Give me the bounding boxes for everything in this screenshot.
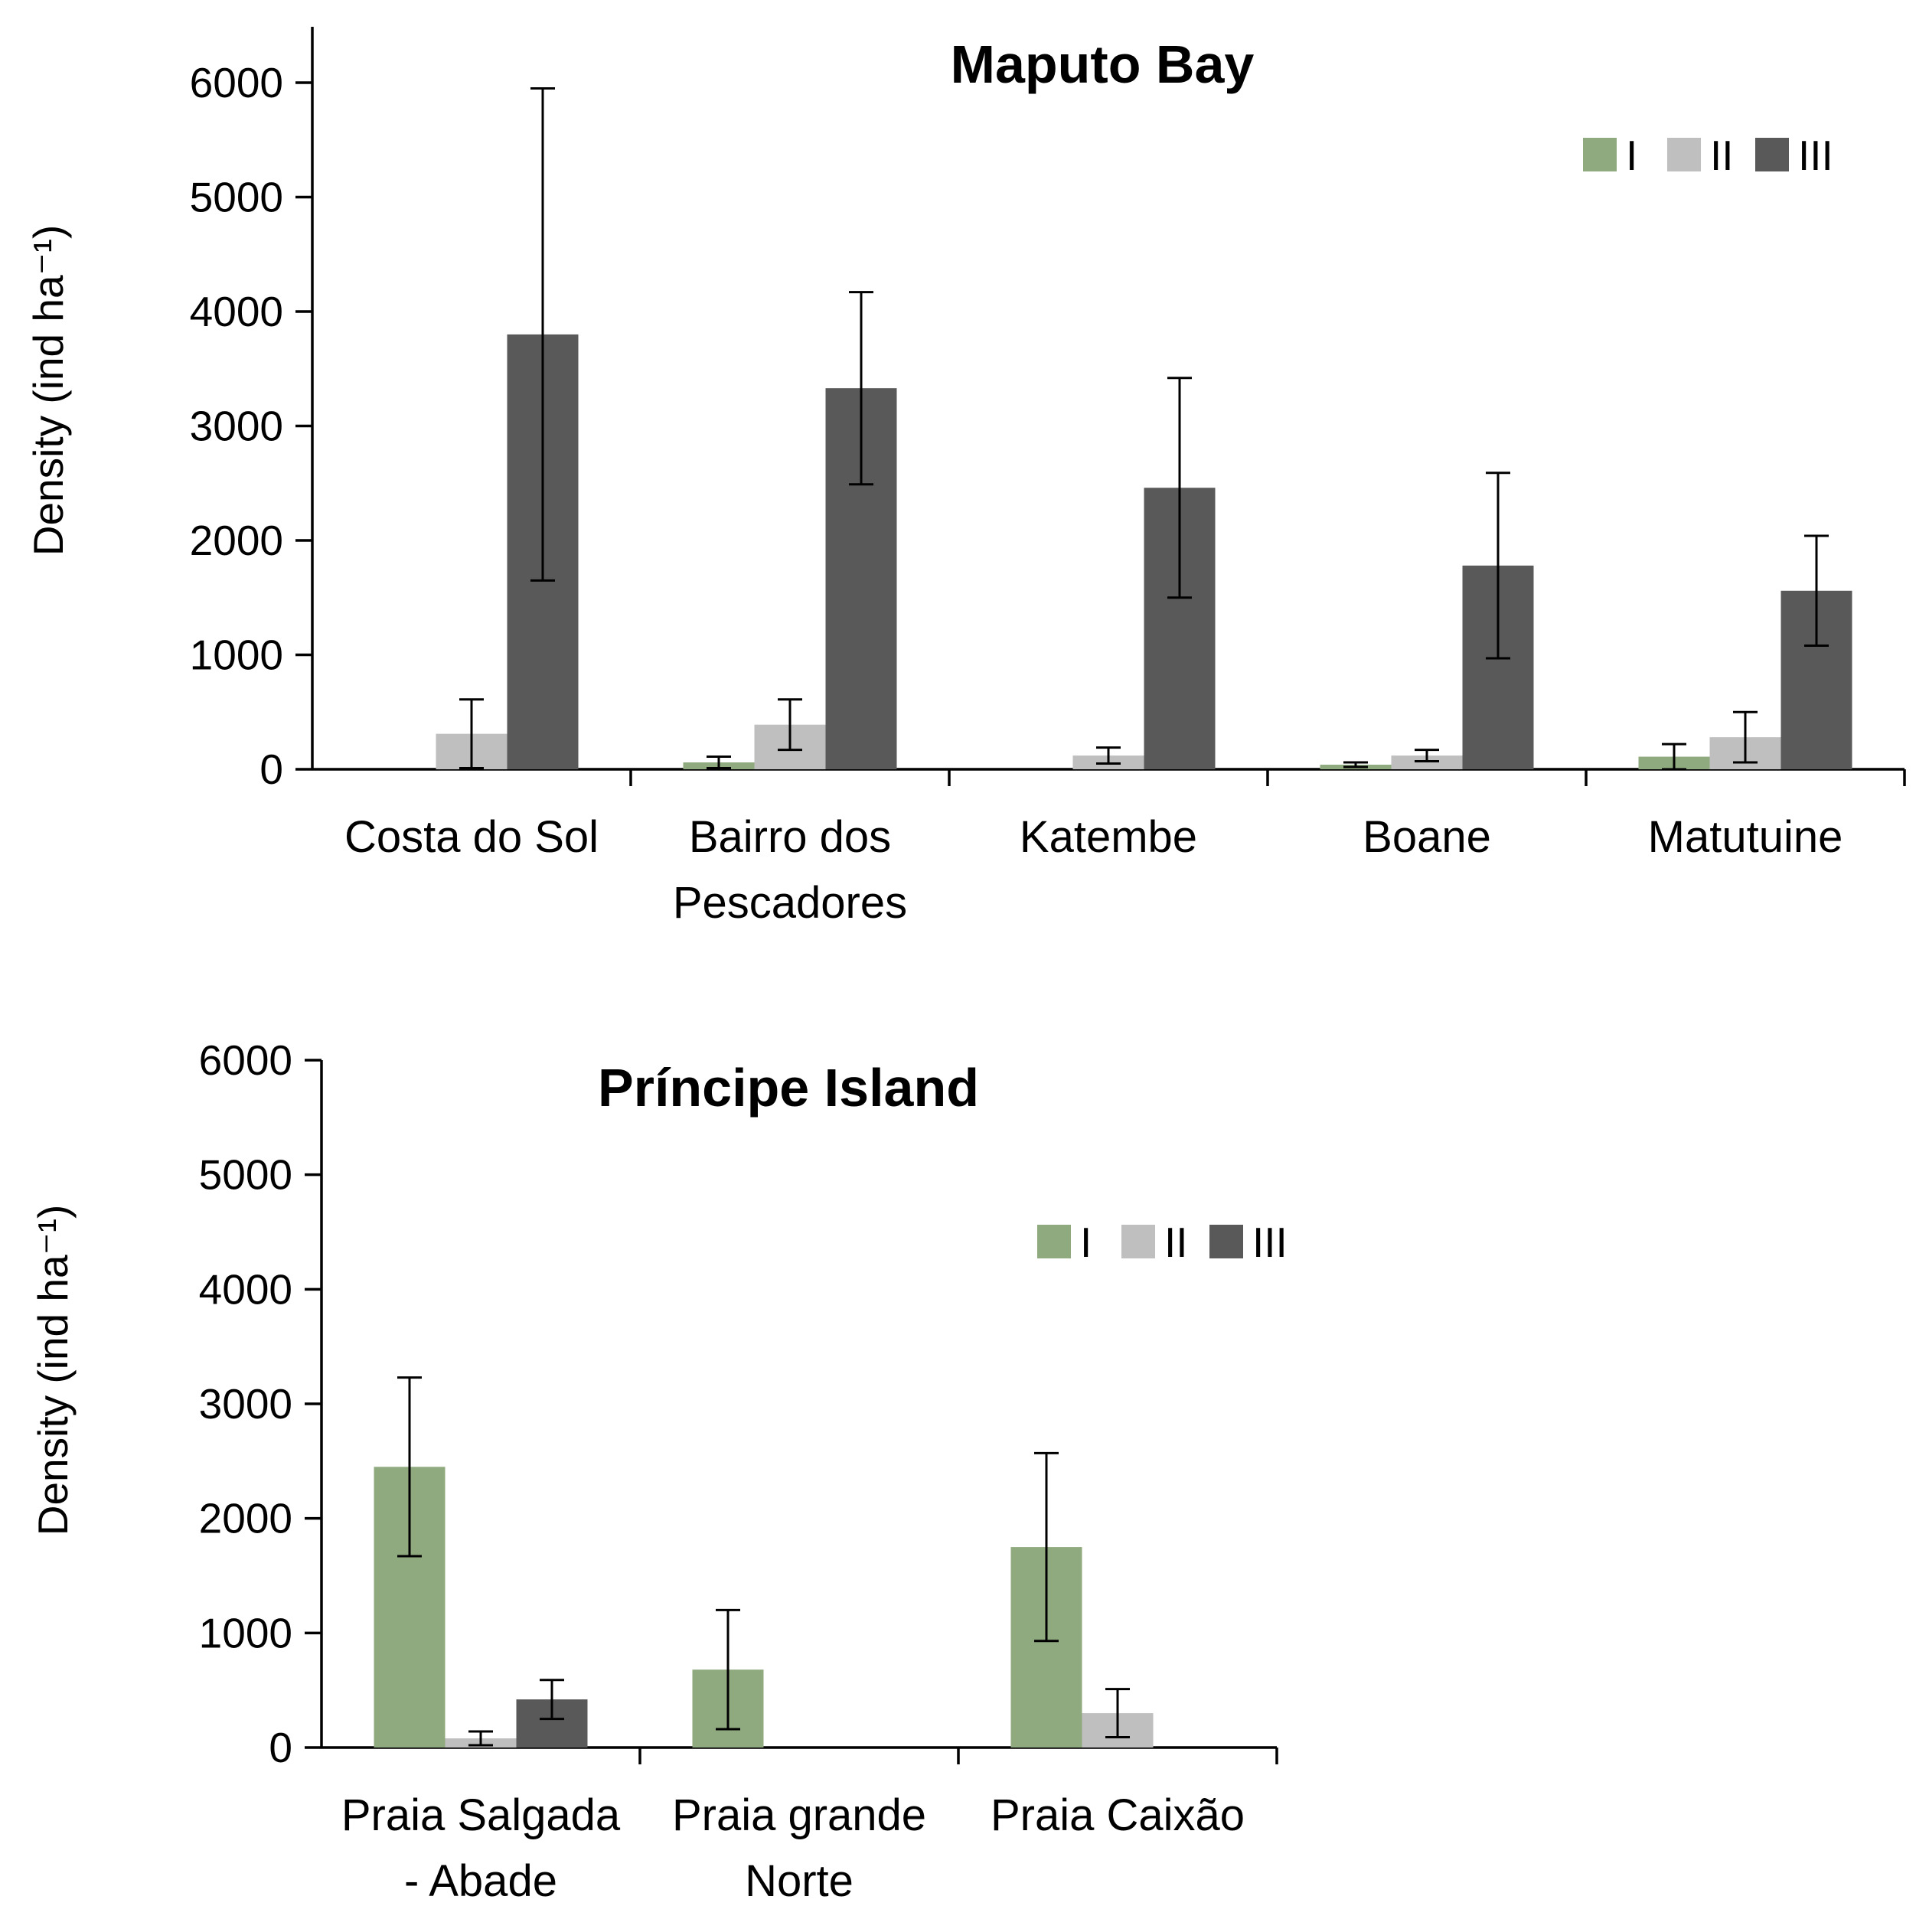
x-tick-label: Boane [1363, 812, 1491, 862]
x-tick-label: Praia Caixão [991, 1790, 1245, 1840]
x-tick-label: Pescadores [673, 878, 907, 928]
x-tick-label: - Abade [404, 1856, 557, 1906]
legend-label-ii: II [1710, 132, 1734, 179]
y-axis-label: Density (ind ha⁻¹) [24, 225, 72, 556]
legend-swatch-i [1583, 138, 1617, 171]
y-tick-label: 1000 [190, 631, 283, 679]
x-tick-label: Praia grande [672, 1790, 926, 1840]
y-tick-label: 3000 [190, 403, 283, 450]
legend-label-iii: III [1252, 1219, 1288, 1266]
legend-label-ii: II [1164, 1219, 1188, 1266]
y-tick-label: 6000 [190, 59, 283, 106]
chart-title: Maputo Bay [951, 34, 1255, 94]
y-tick-label: 6000 [199, 1036, 292, 1084]
y-axis-label: Density (ind ha⁻¹) [29, 1205, 77, 1536]
y-tick-label: 5000 [190, 174, 283, 221]
chart-title: Príncipe Island [598, 1058, 979, 1118]
y-tick-label: 2000 [190, 517, 283, 564]
x-tick-label: Norte [745, 1856, 854, 1906]
x-tick-label: Bairro dos [689, 812, 891, 862]
x-tick-label: Praia Salgada [341, 1790, 621, 1840]
legend-label-i: I [1080, 1219, 1092, 1266]
y-tick-label: 4000 [190, 288, 283, 335]
y-tick-label: 0 [269, 1724, 292, 1771]
y-tick-label: 5000 [199, 1151, 292, 1199]
legend-swatch-ii [1667, 138, 1701, 171]
legend-swatch-i [1037, 1225, 1071, 1258]
y-tick-label: 4000 [199, 1265, 292, 1313]
y-tick-label: 0 [259, 746, 283, 793]
legend-label-iii: III [1798, 132, 1833, 179]
x-tick-label: Costa do Sol [344, 812, 599, 862]
legend-label-i: I [1626, 132, 1637, 179]
x-tick-label: Matutuine [1648, 812, 1843, 862]
legend-swatch-ii [1121, 1225, 1155, 1258]
y-tick-label: 3000 [199, 1380, 292, 1428]
chart-principe-island: Príncipe Island Density (ind ha⁻¹) 0 1000 20… [29, 1036, 1288, 1906]
legend-swatch-iii [1755, 138, 1789, 171]
y-tick-label: 2000 [199, 1495, 292, 1542]
x-tick-label: Katembe [1020, 812, 1197, 862]
legend-swatch-iii [1209, 1225, 1243, 1258]
y-tick-label: 1000 [199, 1609, 292, 1656]
chart-maputo-bay: Maputo Bay Density (ind ha⁻¹) 0 1000 2000 300… [24, 27, 1906, 928]
